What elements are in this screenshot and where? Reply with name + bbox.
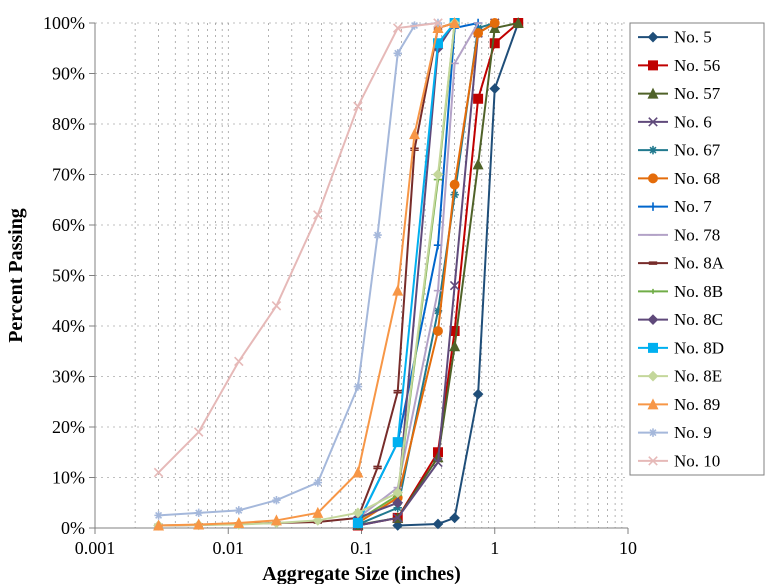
legend-label: No. 5 bbox=[674, 28, 712, 47]
legend: No. 5 No. 56 No. 57 No. 6 No. 67 No. 68 No. 7 N… bbox=[630, 23, 764, 475]
legend-label: No. 8E bbox=[674, 367, 722, 386]
y-tick-label: 60% bbox=[52, 215, 85, 235]
legend-label: No. 9 bbox=[674, 423, 712, 442]
y-tick-label: 50% bbox=[52, 266, 85, 286]
y-tick-label: 40% bbox=[52, 316, 85, 336]
y-tick-label: 70% bbox=[52, 165, 85, 185]
y-tick-label: 30% bbox=[52, 367, 85, 387]
legend-label: No. 78 bbox=[674, 225, 720, 244]
y-axis-label: Percent Passing bbox=[5, 208, 27, 343]
legend-label: No. 10 bbox=[674, 451, 720, 470]
y-tick-label: 10% bbox=[52, 468, 85, 488]
legend-label: No. 6 bbox=[674, 112, 712, 131]
legend-label: No. 89 bbox=[674, 395, 720, 414]
line-chart: 0.0010.010.11100%10%20%30%40%50%60%70%80… bbox=[0, 0, 779, 584]
legend-label: No. 56 bbox=[674, 56, 720, 75]
legend-label: No. 68 bbox=[674, 169, 720, 188]
legend-label: No. 8D bbox=[674, 338, 724, 357]
legend-label: No. 67 bbox=[674, 141, 721, 160]
x-tick-label: 1 bbox=[490, 538, 499, 558]
x-axis-label: Aggregate Size (inches) bbox=[262, 563, 460, 584]
x-tick-label: 0.1 bbox=[350, 538, 373, 558]
x-tick-label: 0.001 bbox=[75, 538, 116, 558]
x-tick-label: 0.01 bbox=[213, 538, 245, 558]
legend-label: No. 7 bbox=[674, 197, 712, 216]
x-tick-label: 10 bbox=[619, 538, 637, 558]
legend-label: No. 8A bbox=[674, 254, 725, 273]
y-tick-label: 90% bbox=[52, 64, 85, 84]
legend-label: No. 8B bbox=[674, 282, 723, 301]
y-tick-label: 80% bbox=[52, 114, 85, 134]
y-tick-label: 0% bbox=[61, 518, 85, 538]
y-tick-label: 100% bbox=[43, 13, 85, 33]
y-tick-label: 20% bbox=[52, 417, 85, 437]
legend-label: No. 8C bbox=[674, 310, 723, 329]
legend-label: No. 57 bbox=[674, 84, 721, 103]
